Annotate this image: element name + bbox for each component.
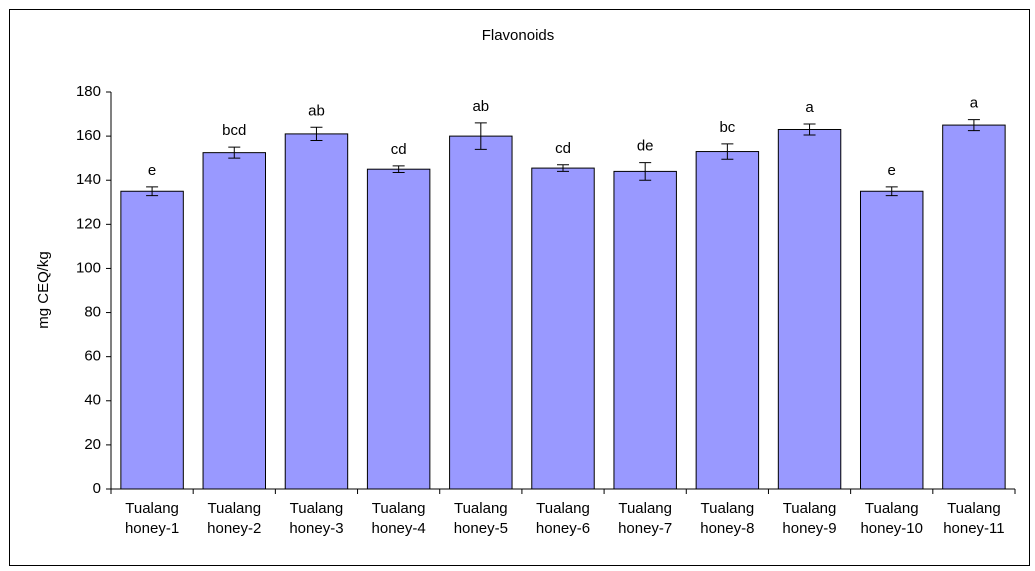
annotation: a	[805, 99, 814, 116]
error-bar	[803, 123, 816, 136]
x-tick-label: Tualang honey-7	[618, 500, 673, 537]
bar	[120, 190, 184, 490]
error-bar	[310, 126, 323, 142]
x-tick-label: Tualang honey-10	[860, 500, 923, 537]
annotation: cd	[391, 141, 407, 158]
error-bar	[967, 119, 980, 132]
annotation: e	[888, 162, 896, 179]
error-bar	[392, 165, 405, 174]
y-axis-label: mg CEQ/kg	[35, 251, 52, 329]
annotation: de	[637, 138, 654, 155]
y-tick-label: 180	[76, 83, 101, 100]
x-tick-label: Tualang honey-4	[371, 500, 426, 537]
annotation: bcd	[222, 122, 246, 139]
bar	[366, 168, 431, 490]
error-bar	[474, 122, 487, 150]
error-bar	[557, 164, 569, 172]
bar	[613, 170, 677, 490]
x-tick-label: Tualang honey-5	[453, 500, 508, 537]
annotation: bc	[719, 119, 735, 136]
bar	[449, 135, 513, 490]
bar	[284, 133, 349, 490]
bar	[202, 152, 267, 490]
x-tick-label: Tualang honey-2	[207, 500, 262, 537]
y-tick-label: 20	[84, 436, 101, 453]
y-tick-label: 40	[84, 392, 101, 409]
chart-border	[9, 9, 1030, 566]
x-tick-label: Tualang honey-9	[782, 500, 837, 537]
annotation: cd	[555, 140, 571, 157]
error-bar	[639, 162, 652, 181]
x-tick-label: Tualang honey-8	[700, 500, 755, 537]
error-bar	[228, 146, 241, 159]
x-tick-label: Tualang honey-6	[535, 500, 591, 537]
y-tick-label: 60	[84, 348, 101, 365]
error-bar	[146, 186, 159, 197]
bar	[777, 128, 842, 490]
x-tick-label: Tualang honey-3	[289, 500, 344, 537]
y-tick-label: 100	[76, 259, 101, 276]
annotation: ab	[472, 98, 489, 115]
y-tick-label: 80	[84, 304, 101, 321]
bar	[531, 167, 595, 490]
annotation: ab	[308, 102, 325, 119]
x-tick-label: Tualang honey-1	[124, 500, 180, 537]
y-tick-label: 160	[76, 127, 101, 144]
bar	[695, 151, 760, 490]
chart-title: Flavonoids	[482, 27, 555, 44]
annotation: a	[970, 95, 979, 112]
y-tick-label: 0	[93, 480, 101, 497]
annotation: e	[148, 162, 156, 179]
y-tick-label: 120	[76, 215, 101, 232]
error-bar	[721, 143, 734, 160]
bar	[942, 124, 1006, 490]
bar	[859, 190, 924, 490]
y-tick-label: 140	[76, 171, 101, 188]
x-tick-label: Tualang honey-11	[943, 500, 1005, 537]
error-bar	[885, 186, 898, 197]
